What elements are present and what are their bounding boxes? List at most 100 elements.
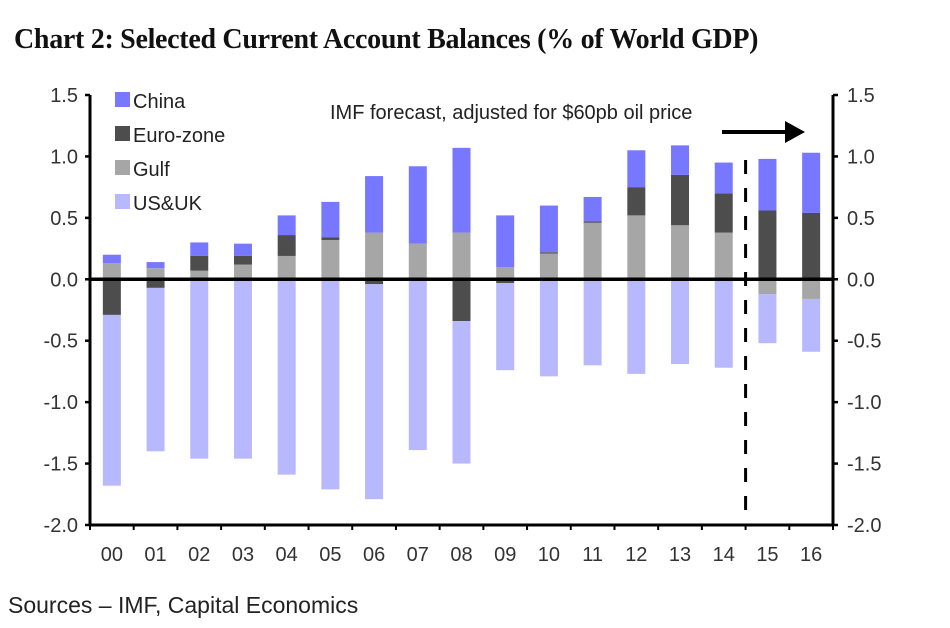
bar-china-03 — [233, 243, 252, 256]
bar-us-uk-07 — [408, 279, 427, 451]
bar-gulf-03 — [233, 264, 252, 280]
bar-china-13 — [671, 145, 690, 175]
bar-gulf-10 — [539, 253, 558, 280]
bar-euro-zone-13 — [671, 174, 690, 226]
bar-us-uk-13 — [671, 279, 690, 365]
axes-layer: 1.5 1.5 1.0 1.0 0.5 0.5 0.0 0.0 -0.5 -0.5 -1.0 -1.0… — [44, 85, 882, 566]
bar-china-15 — [758, 158, 777, 211]
x-tick-label: 11 — [582, 544, 603, 566]
x-tick-label: 10 — [538, 544, 560, 566]
chart-title: Chart 2: Selected Current Account Balanc… — [14, 24, 759, 55]
y-tick-label-right: 0.0 — [847, 269, 875, 291]
y-tick-label-right: -1.5 — [847, 454, 881, 476]
bar-gulf-08 — [452, 232, 471, 280]
bar-gulf-14 — [714, 232, 733, 280]
x-tick-label: 16 — [800, 544, 822, 566]
bar-china-02 — [190, 242, 209, 256]
x-tick-label: 06 — [363, 544, 385, 566]
x-tick-label: 01 — [144, 544, 166, 566]
bar-china-04 — [277, 215, 296, 236]
legend-label: China — [133, 91, 186, 113]
bar-china-12 — [627, 150, 646, 188]
bar-gulf-04 — [277, 255, 296, 280]
bar-china-05 — [321, 201, 340, 238]
bar-us-uk-02 — [190, 279, 209, 459]
bar-us-uk-05 — [321, 279, 340, 490]
bar-gulf-06 — [365, 232, 384, 280]
bar-china-16 — [802, 152, 821, 213]
bar-us-uk-01 — [146, 287, 165, 452]
annotations-layer: IMF forecast, adjusted for $60pb oil pri… — [330, 102, 805, 525]
x-tick-label: 03 — [232, 544, 254, 566]
x-tick-label: 05 — [319, 544, 341, 566]
y-tick-label-left: -2.0 — [44, 515, 78, 537]
bar-gulf-07 — [408, 243, 427, 280]
bar-euro-zone-15 — [758, 210, 777, 280]
bar-euro-zone-06 — [365, 279, 384, 285]
bar-gulf-05 — [321, 239, 340, 280]
bar-china-06 — [365, 176, 384, 233]
y-tick-label-left: -1.5 — [44, 454, 78, 476]
bars-layer — [102, 145, 821, 500]
y-tick-label-left: 1.0 — [50, 146, 78, 168]
bar-gulf-00 — [102, 263, 121, 280]
forecast-annotation: IMF forecast, adjusted for $60pb oil pri… — [330, 102, 692, 124]
bar-us-uk-14 — [714, 279, 733, 368]
bar-us-uk-10 — [539, 279, 558, 377]
bar-gulf-11 — [583, 222, 602, 280]
y-tick-label-right: 1.5 — [847, 85, 875, 107]
bar-euro-zone-02 — [190, 255, 209, 271]
bar-china-10 — [539, 205, 558, 253]
bar-china-14 — [714, 162, 733, 194]
y-tick-label-left: -0.5 — [44, 331, 78, 353]
bar-gulf-16 — [802, 279, 821, 299]
legend-label: Euro-zone — [133, 125, 225, 147]
bar-china-09 — [496, 215, 515, 267]
y-tick-label-right: -2.0 — [847, 515, 881, 537]
bar-gulf-12 — [627, 215, 646, 280]
bar-us-uk-06 — [365, 284, 384, 500]
forecast-arrow-head — [785, 121, 805, 143]
bar-euro-zone-01 — [146, 279, 165, 288]
bar-us-uk-16 — [802, 298, 821, 352]
bar-euro-zone-05 — [321, 237, 340, 240]
y-tick-label-right: -0.5 — [847, 331, 881, 353]
legend-label: Gulf — [133, 159, 170, 181]
bar-gulf-15 — [758, 279, 777, 295]
bar-us-uk-08 — [452, 321, 471, 464]
bar-us-uk-09 — [496, 282, 515, 371]
bar-china-00 — [102, 254, 121, 264]
x-tick-label: 04 — [276, 544, 298, 566]
bar-gulf-13 — [671, 225, 690, 280]
x-tick-label: 00 — [101, 544, 123, 566]
bar-us-uk-04 — [277, 279, 296, 475]
y-tick-label-right: 1.0 — [847, 146, 875, 168]
y-tick-label-left: -1.0 — [44, 392, 78, 414]
bar-us-uk-12 — [627, 279, 646, 374]
y-tick-label-right: 0.5 — [847, 208, 875, 230]
bar-euro-zone-10 — [539, 252, 558, 254]
bar-us-uk-00 — [102, 314, 121, 486]
bar-euro-zone-12 — [627, 187, 646, 216]
bar-us-uk-03 — [233, 279, 252, 459]
legend-swatch-euro-zone — [115, 126, 130, 141]
bar-euro-zone-11 — [583, 221, 602, 223]
bar-euro-zone-03 — [233, 255, 252, 265]
bar-china-11 — [583, 196, 602, 222]
bar-china-07 — [408, 166, 427, 244]
x-tick-label: 02 — [188, 544, 210, 566]
x-tick-label: 14 — [713, 544, 735, 566]
x-tick-label: 07 — [407, 544, 429, 566]
legend-swatch-us-uk — [115, 194, 130, 209]
x-tick-label: 09 — [494, 544, 516, 566]
bar-euro-zone-08 — [452, 279, 471, 322]
legend-swatch-china — [115, 92, 130, 107]
y-tick-label-left: 0.0 — [50, 269, 78, 291]
x-tick-label: 15 — [756, 544, 778, 566]
bar-us-uk-11 — [583, 279, 602, 366]
y-tick-label-left: 1.5 — [50, 85, 78, 107]
x-tick-label: 12 — [625, 544, 647, 566]
x-tick-label: 13 — [669, 544, 691, 566]
bar-euro-zone-16 — [802, 212, 821, 280]
